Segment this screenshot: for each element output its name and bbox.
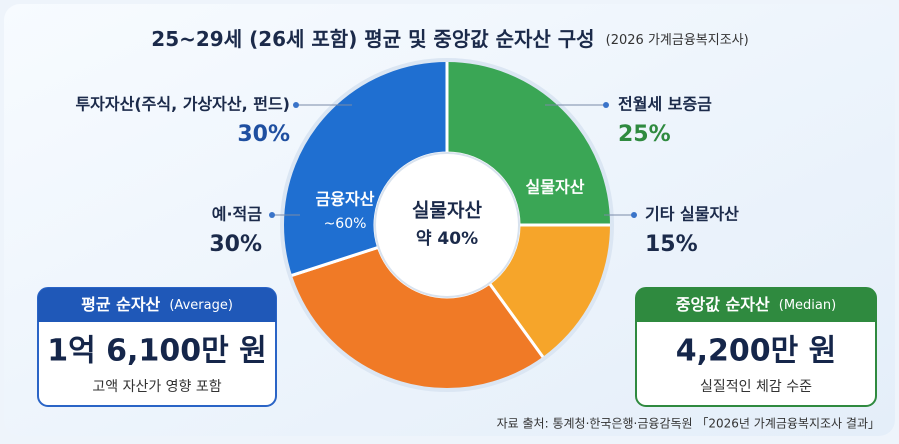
chart-title: 25~29세 (26세 포함) 평균 및 중앙값 순자산 구성 bbox=[151, 27, 594, 51]
category-label: 전월세 보증금 bbox=[618, 95, 712, 114]
source: 자료 출처: 통계청·한국은행·금융감독원 「2026년 가계금융복지조사 결과… bbox=[497, 416, 880, 431]
box-header bbox=[636, 288, 876, 322]
donut-rim bbox=[280, 58, 614, 392]
leader-dot bbox=[293, 102, 299, 108]
category-label: 예·적금 bbox=[212, 205, 263, 224]
value-label: 30% bbox=[237, 122, 290, 147]
leader-dot bbox=[269, 212, 275, 218]
category-label: 투자자산(주식, 가상자산, 펀드) bbox=[75, 95, 290, 114]
center-label: 약 40% bbox=[416, 228, 478, 249]
box-note: (Median) bbox=[779, 298, 836, 313]
box-title: 평균 순자산 bbox=[81, 295, 160, 314]
box-title-line: 중앙값 순자산 (Median) bbox=[676, 295, 836, 314]
box-caption: 고액 자산가 영향 포함 bbox=[92, 379, 221, 395]
center-disc bbox=[374, 152, 520, 298]
chart-subtitle: (2026 가계금융복지조사) bbox=[606, 33, 749, 48]
average-box: 평균 순자산 (Average) 1억 6,100만 원 고액 자산가 영향 포… bbox=[37, 287, 277, 407]
value-label: 15% bbox=[645, 232, 698, 257]
group-label: ~60% bbox=[324, 216, 367, 232]
value-label: 25% bbox=[618, 122, 671, 147]
box-caption: 실질적인 체감 수준 bbox=[700, 379, 812, 395]
box-title: 중앙값 순자산 bbox=[676, 295, 770, 314]
median-box: 중앙값 순자산 (Median) 4,200만 원 실질적인 체감 수준 bbox=[635, 287, 877, 407]
box-value: 4,200만 원 bbox=[676, 334, 837, 369]
box-value: 1억 6,100만 원 bbox=[47, 334, 266, 369]
value-label: 30% bbox=[209, 232, 262, 257]
center-title: 실물자산 bbox=[412, 200, 482, 222]
leader-dot bbox=[631, 212, 637, 218]
box-title-line: 평균 순자산 (Average) bbox=[81, 295, 233, 314]
group-name: 금융자산 bbox=[316, 190, 375, 209]
category-label: 기타 실물자산 bbox=[645, 205, 739, 224]
box-note: (Average) bbox=[169, 298, 233, 313]
title-line: 25~29세 (26세 포함) 평균 및 중앙값 순자산 구성 (2026 가계… bbox=[151, 27, 748, 51]
group-name: 실물자산 bbox=[526, 178, 585, 197]
box-header bbox=[38, 288, 276, 322]
leader-dot bbox=[603, 102, 609, 108]
